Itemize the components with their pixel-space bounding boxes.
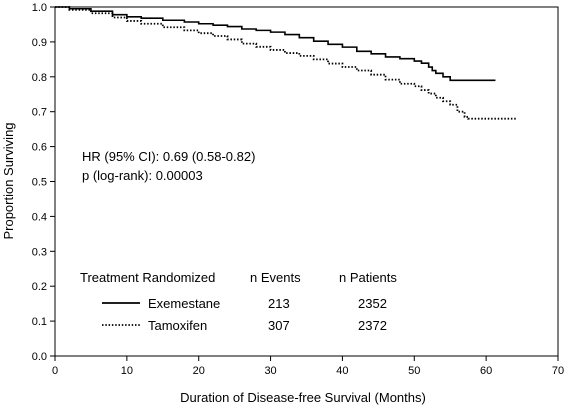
- legend-header-treatment: Treatment Randomized: [80, 270, 215, 285]
- legend-label-exemestane: Exemestane: [148, 296, 220, 311]
- x-tick-label: 10: [121, 365, 133, 377]
- legend-patients-tamoxifen: 2372: [358, 318, 387, 333]
- x-axis-title: Duration of Disease-free Survival (Month…: [180, 390, 426, 405]
- legend-header-patients: n Patients: [339, 270, 397, 285]
- y-tick-label: 0.5: [32, 177, 47, 189]
- axes: 0 10 20 30 40 50 60 70 0.0 0.1 0.2 0.3 0.4 0.5 0.6 0.7 0…: [32, 2, 564, 377]
- legend-patients-exemestane: 2352: [358, 296, 387, 311]
- y-tick-label: 0.1: [32, 316, 47, 328]
- x-tick-label: 20: [193, 365, 205, 377]
- y-tick-label: 0.0: [32, 351, 47, 363]
- hazard-ratio-annotation: HR (95% CI): 0.69 (0.58-0.82): [82, 149, 255, 164]
- legend: Treatment Randomized n Events n Patients…: [80, 270, 397, 333]
- series-line-tamoxifen: [55, 6, 518, 120]
- y-tick-label: 0.9: [32, 37, 47, 49]
- y-tick-label: 1.0: [32, 2, 47, 14]
- y-tick-label: 0.8: [32, 72, 47, 84]
- legend-events-exemestane: 213: [268, 296, 290, 311]
- x-tick-label: 60: [480, 365, 492, 377]
- y-tick-label: 0.6: [32, 142, 47, 154]
- y-tick-label: 0.4: [32, 211, 47, 223]
- y-tick-label: 0.7: [32, 107, 47, 119]
- series-line-exemestane: [55, 6, 496, 82]
- x-tick-label: 30: [264, 365, 276, 377]
- x-tick-label: 0: [52, 365, 58, 377]
- y-tick-label: 0.2: [32, 281, 47, 293]
- x-tick-label: 50: [408, 365, 420, 377]
- legend-header-events: n Events: [250, 270, 301, 285]
- legend-label-tamoxifen: Tamoxifen: [148, 318, 207, 333]
- y-axis-title: Proportion Surviving: [1, 122, 16, 239]
- log-rank-annotation: p (log-rank): 0.00003: [82, 168, 203, 183]
- legend-events-tamoxifen: 307: [268, 318, 290, 333]
- x-tick-label: 70: [552, 365, 564, 377]
- survival-curves: [55, 6, 518, 120]
- y-tick-label: 0.3: [32, 246, 47, 258]
- x-tick-label: 40: [336, 365, 348, 377]
